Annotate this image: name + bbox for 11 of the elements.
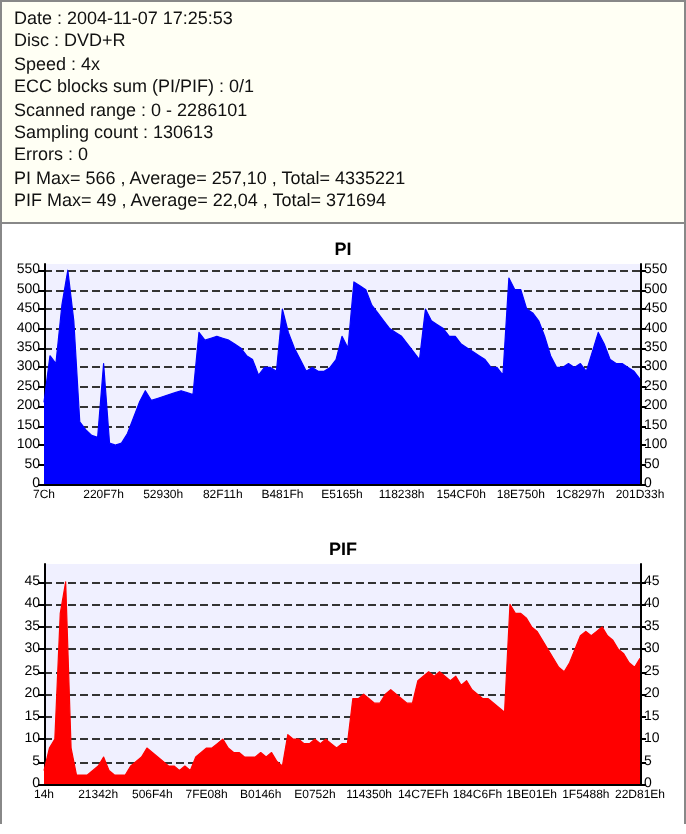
chart-title: PI: [334, 239, 352, 259]
text: PI Max= 566 , Average= 257,10 , Total= 4335221: [14, 167, 408, 191]
text: Sampling count : 130613: [14, 122, 216, 145]
text: PIF Max= 49 , Average= 22,04 , Total= 371694: [14, 190, 389, 214]
text: Scanned range : 0 - 2286101: [14, 99, 250, 123]
text: ECC blocks sum (PI/PIF) : 0/1: [14, 76, 257, 100]
text: Date : 2004-11-07 17:25:53: [14, 8, 235, 31]
chart-title: PIF: [328, 539, 358, 559]
text: Errors : 0: [14, 144, 91, 168]
text: Disc : DVD+R: [14, 30, 128, 54]
text: Speed : 4x: [14, 53, 103, 77]
